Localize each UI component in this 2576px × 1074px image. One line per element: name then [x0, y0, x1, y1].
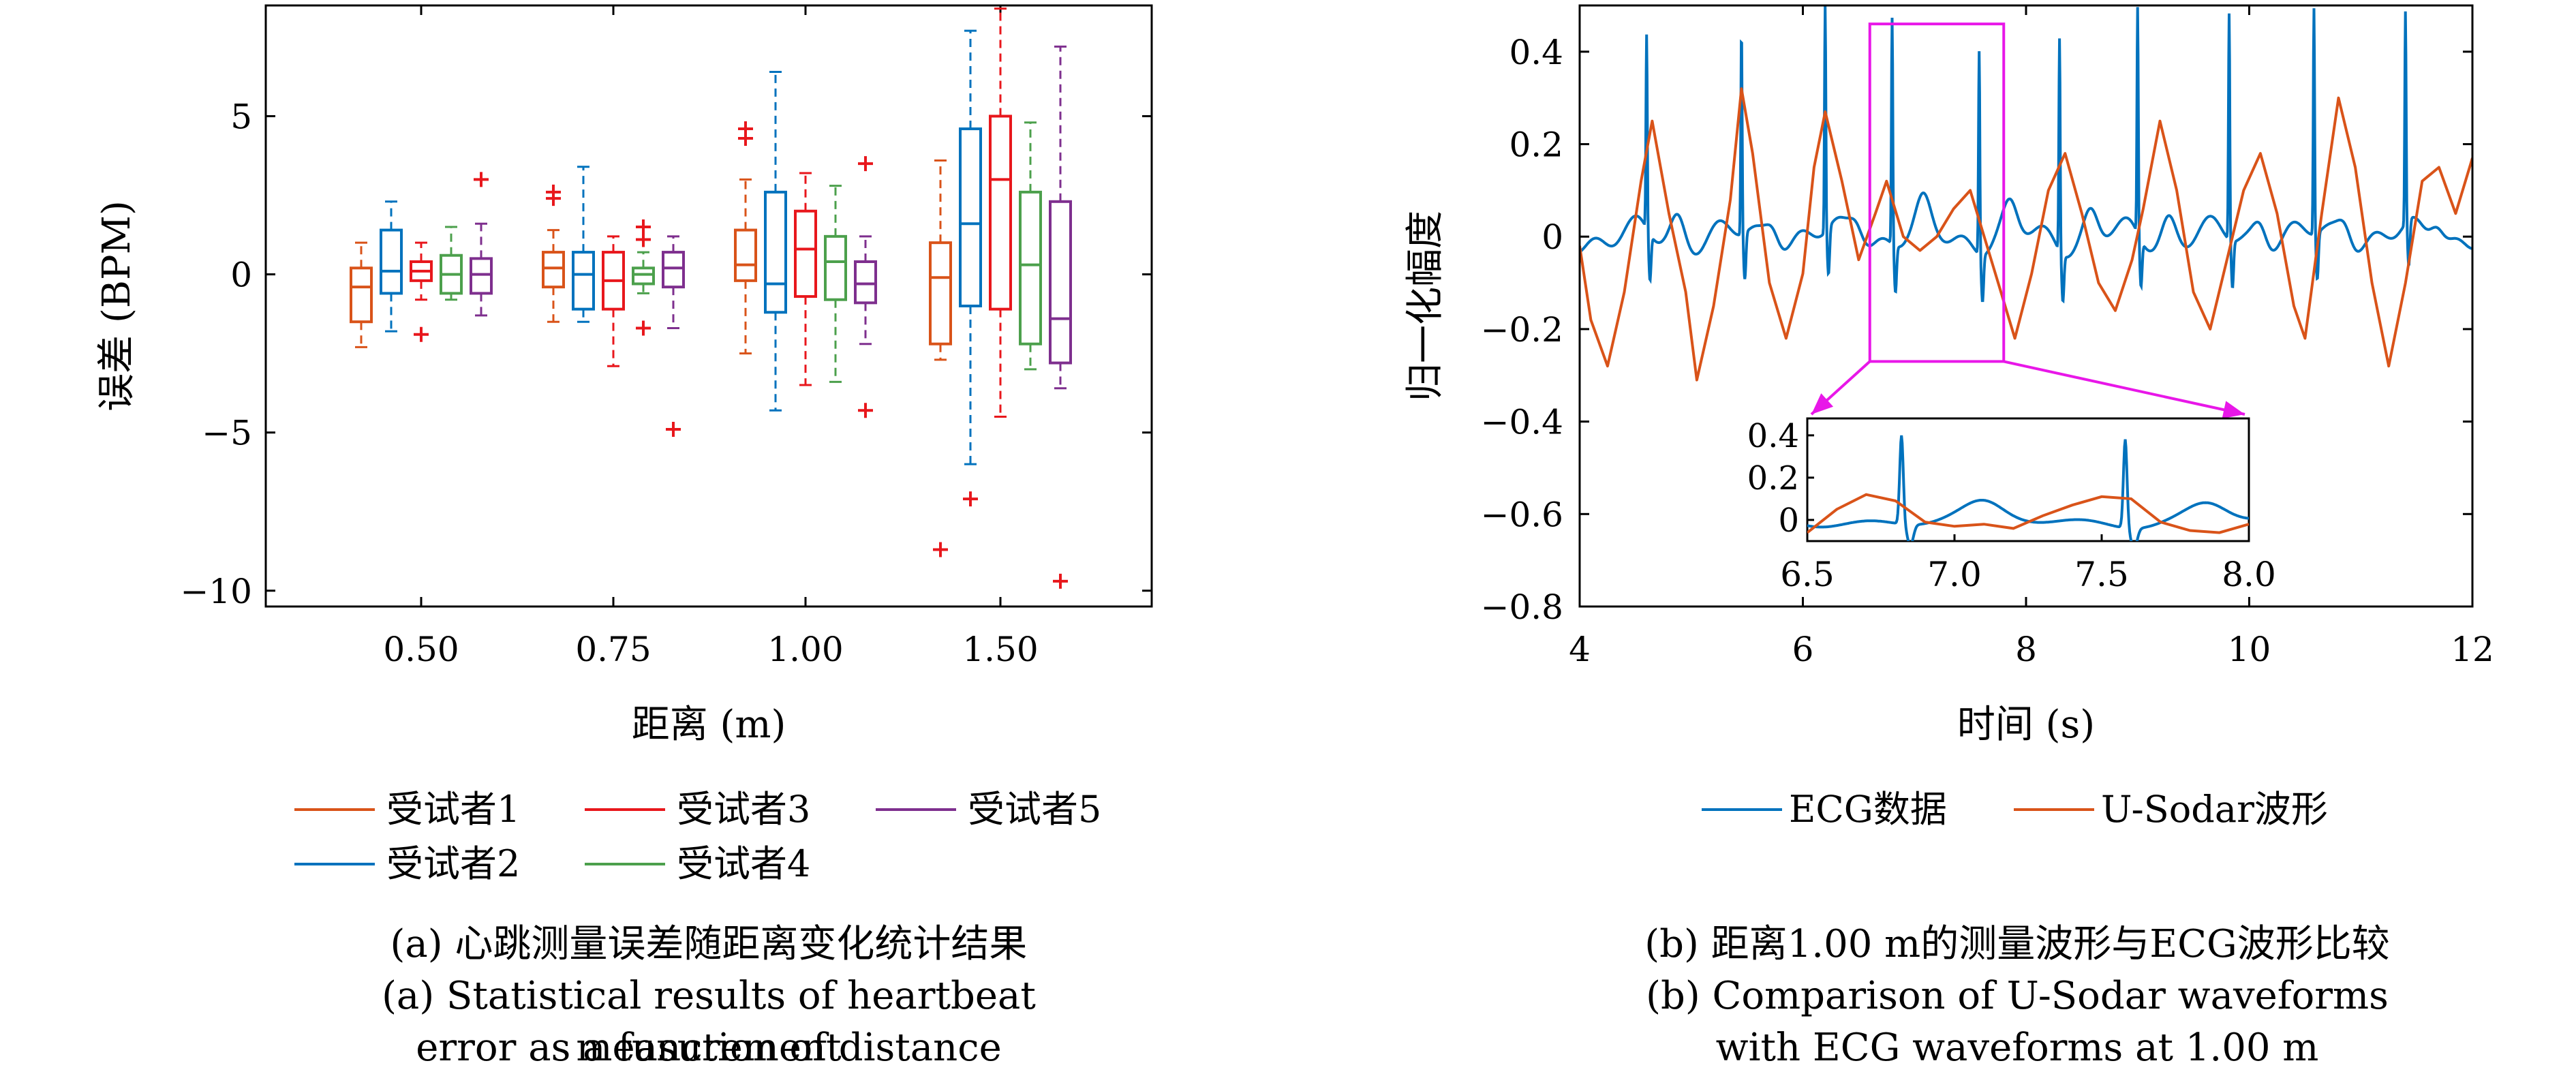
y-axis-label: 误差 (BPM) [95, 200, 139, 412]
y-tick-label: 0.2 [1509, 125, 1563, 165]
outlier-marker [1053, 573, 1068, 589]
outlier-marker [858, 403, 873, 418]
plot-frame [264, 4, 1153, 608]
x-tick-label: 6 [1792, 630, 1814, 669]
box-body [380, 228, 403, 295]
outlier-marker [738, 121, 753, 137]
box-body [350, 266, 373, 324]
zoom-arrow-line [2003, 360, 2245, 416]
inset-x-tick-label: 7.5 [2074, 555, 2129, 594]
x-axis-label: 距离 (m) [632, 703, 786, 747]
outlier-marker [858, 156, 873, 172]
outlier-marker [414, 326, 429, 342]
zoom-highlight-box [1868, 22, 2006, 363]
x-tick-label: 12 [2451, 630, 2494, 669]
legend-label: 受试者5 [968, 788, 1101, 831]
usodar-series-line [1580, 87, 2472, 382]
box-body [572, 251, 595, 311]
box-body [794, 209, 817, 298]
caption-a-en-line2: error as a function of distance [416, 1026, 1002, 1070]
inset-y-tick-label: 0.2 [1747, 459, 1799, 497]
outlier-marker [546, 184, 561, 200]
inset-y-tick-label: 0.4 [1747, 417, 1799, 455]
legend-label: ECG数据 [1789, 788, 1947, 831]
x-tick-label: 1.00 [767, 630, 843, 669]
box-body [542, 251, 565, 289]
ecg-series-line [1580, 5, 2472, 304]
box-body [989, 114, 1012, 311]
y-tick-label: −5 [202, 414, 252, 453]
y-axis-label: 归一化幅度 [1403, 211, 1447, 401]
outlier-marker [963, 491, 978, 507]
inset-x-tick-label: 7.0 [1927, 555, 1982, 594]
y-tick-label: 5 [230, 97, 252, 136]
outlier-marker [666, 422, 681, 438]
x-tick-label: 10 [2228, 630, 2271, 669]
panel-b-waveform: 4 6 8 10 12 0.4 0.2 0 −0.2 −0.4 −0.6 −0.8 6.5 7.0 7.5 8… [1403, 4, 2494, 831]
box-body [1049, 200, 1072, 365]
outlier-marker [636, 232, 651, 247]
x-tick-label: 1.50 [962, 630, 1038, 669]
caption-b-en-line1: (b) Comparison of U-Sodar waveforms [1646, 974, 2389, 1018]
caption-a-en-line1: (a) Statistical results of heartbeat mea… [382, 974, 1036, 1070]
x-tick-label: 0.75 [575, 630, 651, 669]
legend-label: 受试者4 [677, 842, 810, 885]
legend-label: U-Sodar波形 [2101, 788, 2328, 831]
box-body [662, 251, 685, 289]
box-body [764, 190, 787, 314]
outlier-marker [636, 320, 651, 336]
outlier-marker [933, 542, 948, 557]
x-tick-label: 0.50 [383, 630, 459, 669]
inset-usodar-line [1807, 493, 2249, 534]
x-tick-label: 8 [2015, 630, 2037, 669]
box-body [734, 228, 757, 282]
inset-x-tick-label: 8.0 [2222, 555, 2276, 594]
box-body [929, 241, 952, 346]
box-body [470, 257, 493, 295]
x-tick-label: 4 [1569, 630, 1591, 669]
caption-b-zh: (b) 距离1.00 m的测量波形与ECG波形比较 [1644, 922, 2390, 966]
y-tick-label: −0.8 [1481, 587, 1563, 627]
box-body [1019, 190, 1042, 346]
box-body [632, 266, 655, 286]
zoom-arrow-head [1811, 393, 1834, 414]
zoom-arrow-head [2222, 401, 2245, 419]
y-tick-label: −0.6 [1481, 495, 1563, 534]
legend-label: 受试者3 [677, 788, 810, 831]
outlier-marker [636, 219, 651, 234]
y-tick-label: 0.4 [1509, 33, 1563, 72]
caption-a-zh: (a) 心跳测量误差随距离变化统计结果 [390, 922, 1028, 966]
inset-x-tick-label: 6.5 [1780, 555, 1835, 594]
legend-label: 受试者1 [386, 788, 520, 831]
legend-label: 受试者2 [386, 842, 520, 885]
y-tick-label: −10 [180, 572, 252, 611]
box-body [959, 127, 982, 307]
box-body [854, 260, 877, 305]
y-tick-label: −0.2 [1481, 310, 1563, 350]
panel-a-boxplot: 5 0 −5 −10 0.50 0.75 1.00 1.50 距离 (m) 误差 (BPM) 受试者… [95, 4, 1153, 885]
x-axis-label: 时间 (s) [1957, 703, 2095, 747]
y-tick-label: 0 [230, 256, 252, 295]
y-tick-label: 0 [1542, 217, 1563, 257]
y-tick-label: −0.4 [1481, 403, 1563, 442]
caption-b-en-line2: with ECG waveforms at 1.00 m [1715, 1026, 2319, 1070]
outlier-marker [474, 172, 489, 187]
box-body [824, 234, 847, 301]
inset-y-tick-label: 0 [1778, 502, 1799, 540]
